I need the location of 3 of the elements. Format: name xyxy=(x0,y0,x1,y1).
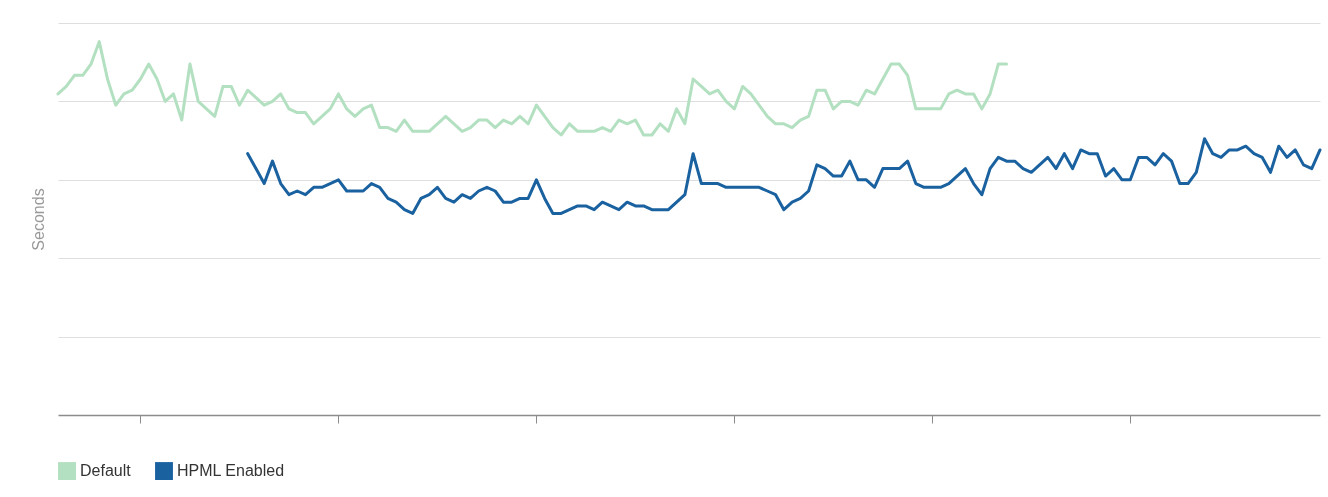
legend-label: Default xyxy=(80,462,132,480)
legend-label: HPML Enabled xyxy=(177,462,285,480)
y-axis-title: Seconds xyxy=(29,188,47,251)
